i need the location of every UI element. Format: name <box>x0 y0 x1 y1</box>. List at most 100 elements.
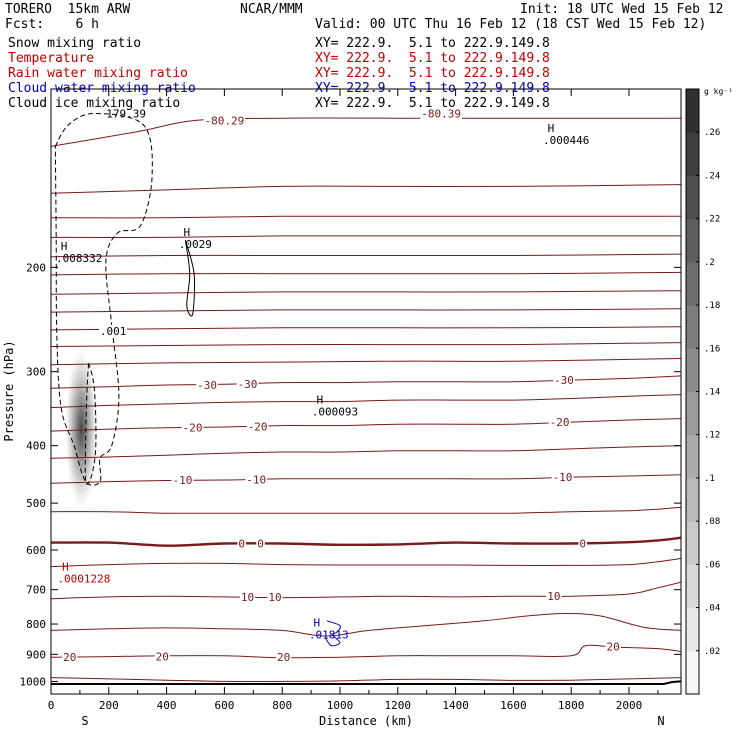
snow-shade-layer <box>69 370 94 488</box>
x-tick-label: 1200 <box>385 699 412 712</box>
isotherm-label-bg <box>239 590 256 603</box>
isotherm-15 <box>51 612 681 637</box>
colorbar-tick-label: .02 <box>704 647 720 657</box>
isotherm-20 <box>51 677 681 683</box>
endpoint-right: N <box>657 714 664 728</box>
init-time: Init: 18 UTC Wed 15 Feb 12 <box>520 2 724 17</box>
cloud-ice-small-contour <box>184 240 196 317</box>
colorbar-tick-label: .08 <box>704 517 720 527</box>
isotherm-label: 0 <box>257 537 264 550</box>
max-marker-snow: H <box>61 240 68 253</box>
cloud-water-contour <box>325 620 341 647</box>
colorbar-tick-label: .26 <box>704 128 720 138</box>
isotherm-label-bg <box>245 473 268 486</box>
isotherm--60 <box>51 271 681 276</box>
isotherm--10 <box>51 474 681 484</box>
max-marker-ice: H <box>316 394 323 407</box>
snow-shade-layer <box>70 377 92 481</box>
isotherm-label-bg <box>171 473 194 486</box>
isotherm-label: 20 <box>156 651 169 664</box>
colorbar-swatch <box>686 650 699 695</box>
isotherm--40 <box>51 342 681 347</box>
isotherm-label-bg <box>551 471 574 484</box>
org-label: NCAR/MMM <box>240 2 303 17</box>
valid-time: Valid: 00 UTC Thu 16 Feb 12 (18 CST Wed … <box>315 17 707 32</box>
isotherm--5 <box>51 506 681 514</box>
snow-shade-layer <box>73 390 90 468</box>
isotherm--20 <box>51 418 681 432</box>
colorbar-swatch <box>686 434 699 479</box>
x-tick-label: 200 <box>99 699 119 712</box>
colorbar-swatch <box>686 261 699 306</box>
snow-shade-layer <box>80 422 83 436</box>
isotherm-5 <box>51 557 681 568</box>
snow-shade-layer <box>76 403 87 455</box>
colorbar-tick-label: .1 <box>704 474 715 484</box>
field-name-temperature: Temperature <box>8 51 95 66</box>
isotherm-label: 20 <box>606 641 619 654</box>
max-value-ice: .000093 <box>312 406 358 419</box>
x-tick-label: 600 <box>214 699 234 712</box>
snow-shade-layer <box>74 396 88 462</box>
isotherm--25 <box>51 394 681 409</box>
isotherm-label: 20 <box>63 651 76 664</box>
isotherm-label: 10 <box>547 590 560 603</box>
isotherm-label: -30 <box>238 378 258 391</box>
isotherm-label: -10 <box>553 471 573 484</box>
x-tick-label: 1000 <box>327 699 354 712</box>
isotherm-label-bg <box>246 420 269 433</box>
colorbar-swatch <box>686 607 699 652</box>
isotherm-label: -30 <box>197 379 217 392</box>
isotherm-20 <box>51 644 681 659</box>
isotherm-label-bg <box>62 651 78 664</box>
snow-shade-layer <box>66 357 96 501</box>
y-tick-label: 300 <box>26 366 46 379</box>
isotherm-label: 10 <box>268 591 281 604</box>
y-axis-label: Pressure (hPa) <box>2 340 16 441</box>
y-tick-label: 400 <box>26 440 46 453</box>
colorbar-swatch <box>686 218 699 263</box>
y-tick-label: 700 <box>26 584 46 597</box>
x-tick-label: 2000 <box>616 699 643 712</box>
y-tick-label: 200 <box>26 261 46 274</box>
snow-contour-label: 179.39 <box>106 108 146 121</box>
ice-contour-label: .001 <box>100 325 127 338</box>
isotherm-label: 20 <box>277 651 290 664</box>
isotherm--15 <box>51 445 681 459</box>
colorbar-tick-label: .18 <box>704 301 720 311</box>
endpoint-left: S <box>81 714 88 728</box>
snow-shade-layer <box>68 364 95 494</box>
isotherm-label-bg <box>237 537 247 550</box>
isotherm-label: 0 <box>579 537 586 550</box>
colorbar-swatch <box>686 175 699 220</box>
isotherm-label-bg <box>420 107 462 120</box>
x-tick-label: 400 <box>157 699 177 712</box>
snow-shade-layer <box>65 351 98 507</box>
isotherm-label-bg <box>267 590 283 603</box>
isotherm-label: -80.39 <box>421 108 461 121</box>
isotherm-label: 0 <box>238 537 245 550</box>
max-marker-rain: H <box>62 561 69 574</box>
y-tick-label: 900 <box>26 648 46 661</box>
isotherm-label-bg <box>181 421 204 434</box>
x-tick-label: 800 <box>272 699 292 712</box>
cloud-ice-inner-contour <box>84 362 97 485</box>
isotherm--50 <box>51 308 681 313</box>
field-name-cloud-ice: Cloud ice mixing ratio <box>8 96 181 111</box>
colorbar-unit: g kg⁻¹ <box>704 87 733 96</box>
colorbar-swatch <box>686 477 699 522</box>
isotherm-label-bg <box>196 379 218 392</box>
isotherm-label-bg <box>546 590 562 603</box>
ground-line <box>51 680 681 685</box>
colorbar-swatch <box>686 348 699 392</box>
forecast-hour: Fcst: 6 h <box>5 17 99 32</box>
isotherm-label-bg <box>276 651 292 664</box>
x-tick-label: 0 <box>48 699 55 712</box>
isotherm-label: -20 <box>183 422 203 435</box>
isotherm--55 <box>51 290 681 295</box>
isotherm--85 <box>51 117 681 147</box>
x-tick-label: 1600 <box>500 699 527 712</box>
isotherm--70 <box>51 235 681 238</box>
colorbar-tick-label: .24 <box>704 171 720 181</box>
